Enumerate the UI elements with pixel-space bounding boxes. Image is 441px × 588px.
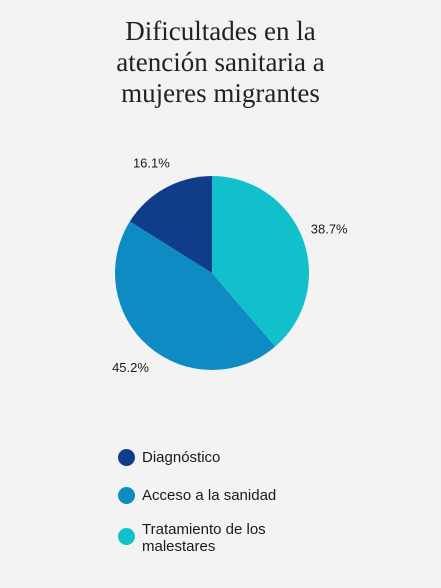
legend-item-tratamiento: Tratamiento de los malestares	[118, 521, 418, 561]
legend-swatch	[118, 528, 135, 545]
data-label-tratamiento: 38.7%	[311, 222, 348, 237]
chart-title: Dificultades en la atención sanitaria a …	[0, 16, 441, 109]
legend-label: Acceso a la sanidad	[142, 487, 402, 504]
legend-item-diagnostico: Diagnóstico	[118, 447, 418, 487]
chart-title-line: Dificultades en la	[125, 16, 316, 46]
legend-label-line: Tratamiento de los	[142, 521, 266, 538]
data-label-diagnostico: 16.1%	[133, 156, 170, 171]
legend-item-acceso: Acceso a la sanidad	[118, 485, 418, 525]
legend-label-line: malestares	[142, 538, 216, 555]
legend-swatch	[118, 449, 135, 466]
legend-swatch	[118, 487, 135, 504]
data-label-acceso: 45.2%	[112, 360, 149, 375]
pie-slice-tratamiento	[212, 176, 310, 347]
chart-title-line: atención sanitaria a	[116, 47, 325, 77]
legend-label-line: Acceso a la sanidad	[142, 487, 277, 504]
legend-label: Tratamiento de los malestares	[142, 521, 402, 555]
chart-title-line: mujeres migrantes	[121, 78, 320, 108]
legend-label-line: Diagnóstico	[142, 449, 221, 466]
pie-slice-acceso	[115, 221, 276, 370]
pie-chart: 16.1% 45.2% 38.7%	[112, 156, 348, 375]
legend-label: Diagnóstico	[142, 449, 402, 466]
pie-slice-diagnostico	[129, 176, 212, 273]
